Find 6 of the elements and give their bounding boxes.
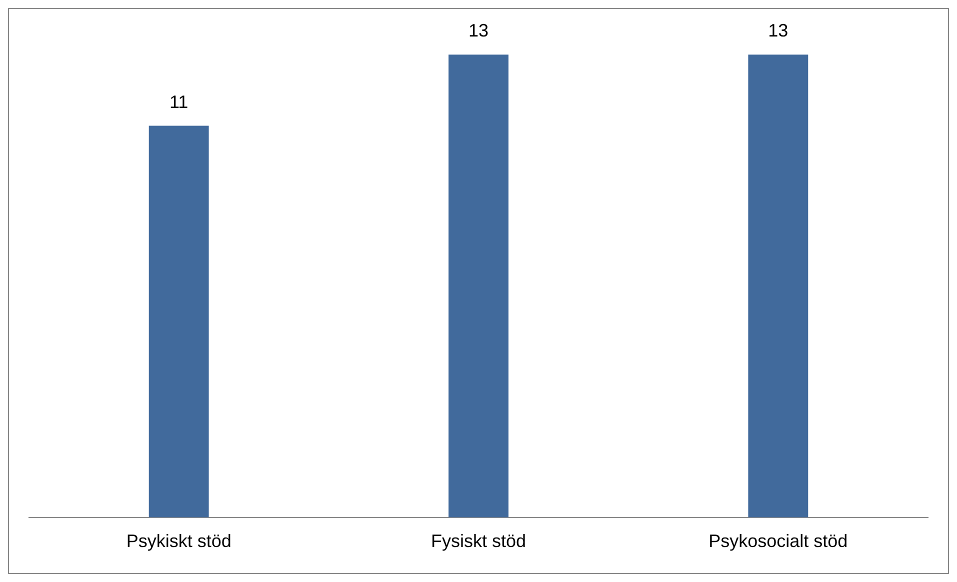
data-label: 13 [768,20,788,41]
x-tick-label: Psykiskt stöd [126,531,232,552]
data-label: 11 [169,92,188,112]
data-label: 13 [468,20,489,41]
x-tick-label: Psykosocialt stöd [708,531,848,552]
x-tick-label: Fysiskt stöd [430,531,526,552]
